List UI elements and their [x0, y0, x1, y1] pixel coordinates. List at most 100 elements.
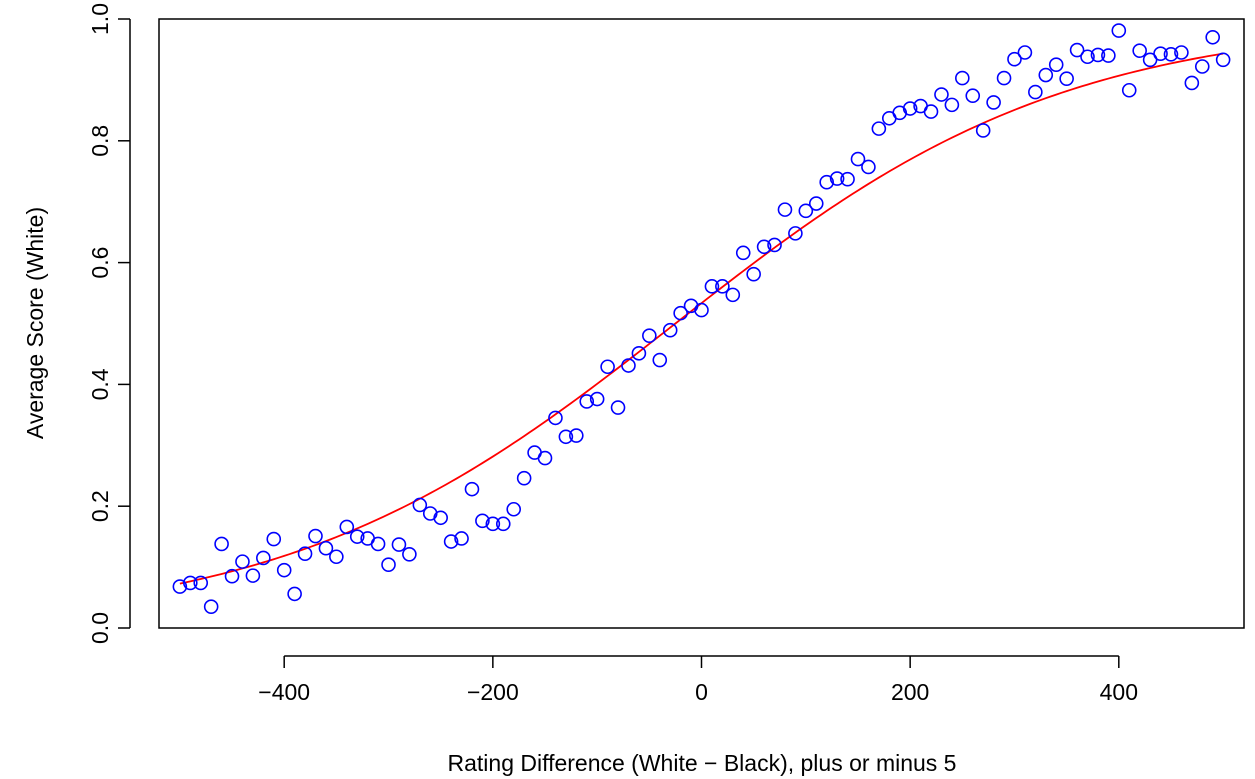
data-point [214, 536, 229, 552]
x-tick-label: 0 [695, 679, 708, 705]
data-point [516, 470, 532, 486]
data-point [224, 568, 240, 584]
data-point [610, 400, 626, 415]
data-point [589, 391, 605, 407]
data-point [464, 481, 480, 497]
data-point [1038, 67, 1054, 83]
y-axis: 0.0 0.2 0.4 0.6 0.8 1.0 [87, 3, 131, 644]
x-axis-label: Rating Difference (White − Black), plus … [448, 750, 957, 776]
y-tick-label: 0.4 [87, 368, 113, 400]
data-point [370, 536, 386, 552]
data-point [798, 203, 814, 219]
data-points [172, 23, 1231, 614]
data-point [902, 101, 918, 116]
fitted-curve-line [179, 52, 1224, 585]
data-point [756, 239, 772, 255]
data-point [673, 305, 688, 321]
data-point [485, 516, 501, 532]
data-point [537, 450, 553, 466]
data-point [788, 226, 803, 241]
data-point [1059, 71, 1074, 86]
y-tick-label: 0.0 [87, 612, 113, 644]
x-tick-label: −400 [258, 679, 310, 705]
data-point [308, 528, 323, 544]
x-tick-label: 400 [1100, 679, 1138, 705]
data-point [391, 537, 407, 552]
data-point [1017, 45, 1033, 60]
data-point [1028, 84, 1043, 100]
data-point [1184, 75, 1200, 91]
data-point [245, 568, 261, 583]
data-point [318, 540, 334, 556]
y-tick-label: 1.0 [87, 3, 113, 35]
data-point [861, 159, 876, 175]
y-tick-label: 0.2 [87, 490, 113, 522]
data-point [203, 599, 219, 614]
data-point [1121, 82, 1137, 98]
data-point [871, 121, 887, 136]
data-point [495, 516, 511, 532]
data-point [725, 287, 741, 303]
data-point [256, 550, 271, 566]
data-point [297, 546, 313, 562]
data-point [1048, 57, 1064, 72]
data-point [944, 97, 960, 113]
data-point [965, 88, 981, 104]
data-point [777, 202, 793, 217]
data-point [558, 429, 574, 445]
data-point [694, 302, 709, 318]
data-point [1101, 48, 1116, 63]
data-point [986, 95, 1001, 110]
data-point [1080, 49, 1095, 65]
data-point [235, 554, 250, 569]
data-point [850, 151, 866, 167]
data-point [829, 171, 845, 186]
plot-frame [158, 18, 1245, 629]
data-point [193, 575, 209, 591]
data-point [746, 266, 761, 282]
data-point [662, 322, 678, 338]
data-point [1007, 51, 1022, 67]
data-point [1090, 47, 1106, 63]
data-point [475, 513, 490, 529]
data-point [715, 279, 730, 294]
data-point [1215, 52, 1231, 68]
y-tick-label: 0.6 [87, 247, 113, 279]
data-point [329, 549, 344, 565]
data-point [276, 562, 292, 578]
data-point [996, 70, 1012, 86]
data-point [1132, 43, 1147, 58]
data-point [600, 359, 615, 375]
data-point [381, 557, 396, 572]
y-axis-label: Average Score (White) [22, 207, 48, 439]
data-point [934, 87, 949, 102]
data-point [412, 497, 428, 513]
y-tick-label: 0.8 [87, 125, 113, 157]
data-point [579, 394, 595, 409]
data-point [182, 575, 198, 591]
data-point [287, 586, 302, 602]
data-point [349, 529, 365, 544]
data-point [548, 410, 563, 426]
data-point [767, 237, 782, 253]
data-point [955, 70, 970, 86]
data-point [652, 352, 668, 368]
data-point [1194, 59, 1210, 74]
data-point [1205, 29, 1221, 45]
data-point [569, 428, 584, 443]
x-tick-label: −200 [467, 679, 519, 705]
data-point [266, 531, 282, 547]
data-point [840, 171, 855, 187]
data-point [621, 358, 636, 373]
data-point [975, 123, 991, 138]
data-point [339, 519, 355, 535]
data-point [808, 196, 824, 211]
data-point [1153, 46, 1168, 62]
data-point [1163, 47, 1179, 62]
data-point [819, 174, 834, 190]
data-point [704, 279, 720, 294]
data-point [454, 531, 469, 546]
data-point [1069, 42, 1085, 58]
data-point [923, 104, 939, 119]
data-point [506, 501, 522, 517]
